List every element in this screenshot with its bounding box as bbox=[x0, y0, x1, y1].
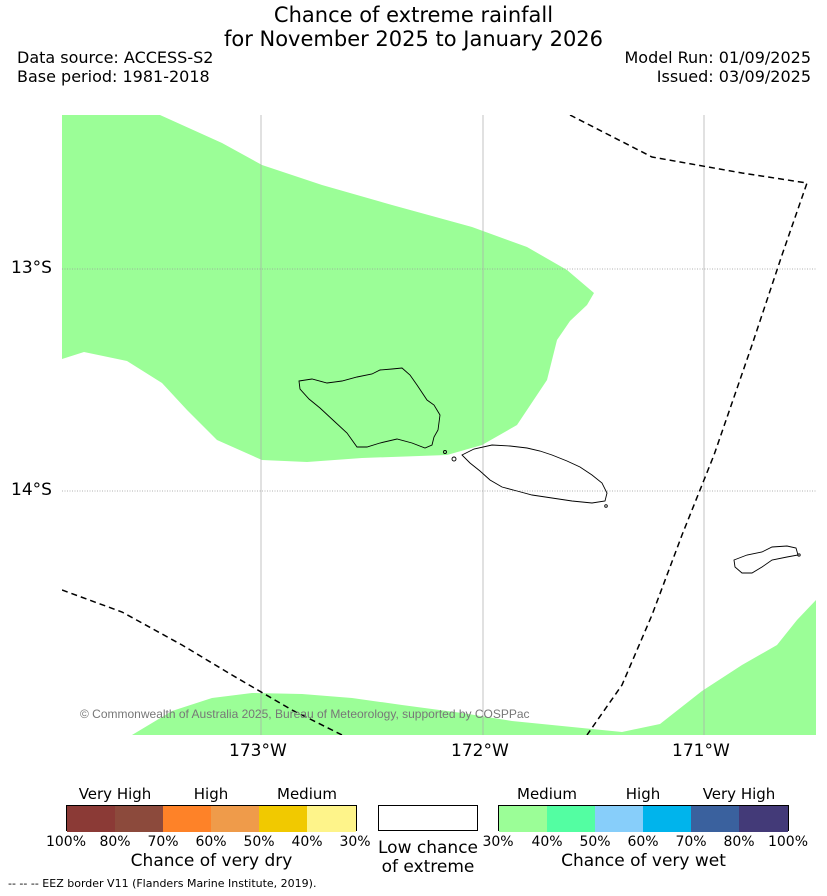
lon-label-173w: 173°W bbox=[229, 741, 287, 761]
savaii-island bbox=[298, 367, 441, 449]
dry-tick-80: 80% bbox=[99, 834, 131, 850]
copyright-text: © Commonwealth of Australia 2025, Bureau… bbox=[80, 707, 530, 721]
dry-label-medium: Medium bbox=[277, 785, 337, 803]
dry-tick-60: 60% bbox=[195, 834, 227, 850]
lon-label-172w: 172°W bbox=[451, 741, 509, 761]
dry-colorbar-title: Chance of very dry bbox=[130, 851, 293, 871]
wet-label-medium: Medium bbox=[517, 785, 577, 803]
low-chance-box bbox=[378, 805, 478, 831]
dry-label-high: High bbox=[193, 785, 229, 803]
chart-title-line2: for November 2025 to January 2026 bbox=[223, 27, 604, 51]
wet-colorbar bbox=[498, 805, 789, 832]
wet-tick-40: 40% bbox=[531, 834, 563, 850]
wet-swatch-1 bbox=[499, 806, 548, 832]
low-chance-label-line1: Low chance bbox=[378, 838, 478, 858]
issued-date: Issued: 03/09/2025 bbox=[656, 67, 811, 86]
wet-swatch-6 bbox=[739, 806, 788, 832]
dry-label-very-high: Very High bbox=[78, 785, 152, 803]
wet-tick-70: 70% bbox=[675, 834, 707, 850]
dry-tick-50: 50% bbox=[243, 834, 275, 850]
wet-label-very-high: Very High bbox=[702, 785, 776, 803]
wet-tick-80: 80% bbox=[723, 834, 755, 850]
dry-tick-40: 40% bbox=[291, 834, 323, 850]
graticule bbox=[62, 115, 816, 735]
lat-label-14s: 14°S bbox=[11, 480, 52, 500]
lon-label-171w: 171°W bbox=[672, 741, 730, 761]
wet-swatch-2 bbox=[547, 806, 596, 832]
dry-swatch-2 bbox=[115, 806, 164, 832]
dry-swatch-3 bbox=[163, 806, 212, 832]
wet-colorbar-title: Chance of very wet bbox=[561, 851, 726, 871]
wet-swatch-5 bbox=[691, 806, 740, 832]
dry-tick-100: 100% bbox=[45, 834, 87, 850]
dry-swatch-6 bbox=[307, 806, 356, 832]
low-chance-label-line2: of extreme bbox=[381, 857, 475, 877]
wet-swatch-3 bbox=[595, 806, 644, 832]
eez-footnote: -- -- -- EEZ border V11 (Flanders Marine… bbox=[8, 877, 317, 890]
islands bbox=[298, 367, 801, 574]
dry-swatch-5 bbox=[259, 806, 308, 832]
dry-tick-30: 30% bbox=[339, 834, 371, 850]
model-run: Model Run: 01/09/2025 bbox=[624, 48, 812, 67]
eez-border bbox=[62, 115, 809, 735]
dry-tick-70: 70% bbox=[147, 834, 179, 850]
wet-region-north bbox=[62, 115, 594, 462]
wet-tick-60: 60% bbox=[627, 834, 659, 850]
map: © Commonwealth of Australia 2025, Bureau… bbox=[62, 115, 816, 735]
lat-label-13s: 13°S bbox=[11, 258, 52, 278]
wet-tick-30: 30% bbox=[482, 834, 514, 850]
dry-swatch-1 bbox=[67, 806, 116, 832]
dry-colorbar bbox=[66, 805, 357, 832]
wet-label-high: High bbox=[625, 785, 661, 803]
wet-swatch-4 bbox=[643, 806, 692, 832]
upolu-island bbox=[461, 444, 608, 504]
dry-swatch-4 bbox=[211, 806, 260, 832]
wet-tick-50: 50% bbox=[579, 834, 611, 850]
data-source: Data source: ACCESS-S2 bbox=[17, 48, 214, 67]
wet-tick-100: 100% bbox=[767, 834, 809, 850]
tutuila-island bbox=[733, 545, 799, 574]
chart-title-line1: Chance of extreme rainfall bbox=[273, 3, 554, 27]
base-period: Base period: 1981-2018 bbox=[17, 67, 210, 86]
wet-region-south bbox=[132, 600, 816, 735]
